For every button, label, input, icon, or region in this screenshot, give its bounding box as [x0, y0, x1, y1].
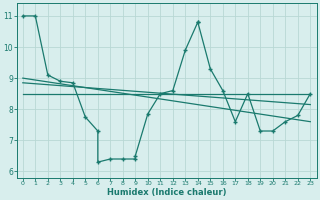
X-axis label: Humidex (Indice chaleur): Humidex (Indice chaleur)	[107, 188, 226, 197]
